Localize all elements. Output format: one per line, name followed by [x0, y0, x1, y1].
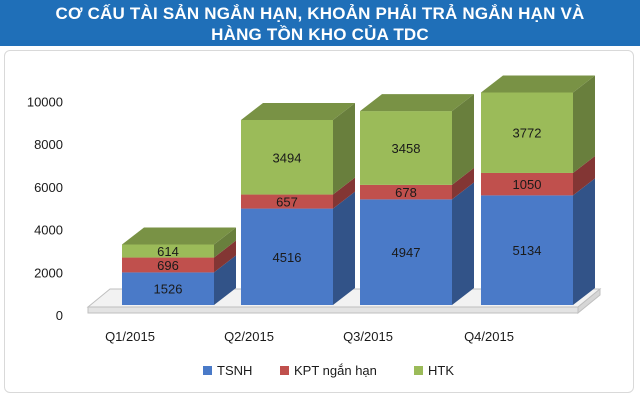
bar-front: [241, 194, 333, 209]
x-tick-label: Q4/2015: [464, 329, 514, 344]
floor-side-face: [577, 287, 601, 315]
y-axis: 0 2000 4000 6000 8000 10000: [27, 95, 63, 324]
bar-front: [122, 257, 214, 273]
bar-segment-tsnh-Q3-2015: 4947: [360, 182, 474, 305]
legend-label: HTK: [428, 363, 454, 378]
legend-swatch: [280, 366, 289, 375]
bar-side: [333, 191, 355, 305]
bar-top: [122, 227, 236, 245]
bar-segment-htk-Q4-2015: 3772: [481, 75, 595, 173]
chart-title-line-2: HÀNG TỒN KHO CỦA TDC: [211, 25, 429, 44]
data-label: 5134: [513, 243, 542, 258]
legend-label: KPT ngắn hạn: [294, 363, 377, 378]
data-label: 3458: [392, 141, 421, 156]
y-tick-label: 10000: [27, 95, 63, 110]
bar-segment-tsnh-Q1-2015: 1526: [122, 255, 236, 305]
bar-side: [573, 178, 595, 305]
bar-front: [481, 92, 573, 173]
data-label: 614: [157, 244, 179, 259]
data-label: 4947: [392, 245, 421, 260]
bar-side: [214, 255, 236, 305]
x-tick-label: Q2/2015: [224, 329, 274, 344]
bar-segment-htk-Q2-2015: 3494: [241, 102, 355, 195]
bar-side: [214, 227, 236, 258]
bar-side: [214, 240, 236, 273]
bar-side: [573, 75, 595, 173]
bar-side: [452, 94, 474, 185]
data-label: 678: [395, 185, 417, 200]
x-axis: Q1/2015 Q2/2015 Q3/2015 Q4/2015: [105, 329, 514, 344]
bar-side: [573, 155, 595, 196]
chart-title-line-1: CƠ CẤU TÀI SẢN NGẮN HẠN, KHOẢN PHẢI TRẢ …: [55, 4, 585, 23]
y-tick-label: 8000: [34, 137, 63, 152]
bar-top: [481, 75, 595, 93]
bar-segment-kpt-ngắn-hạn-Q1-2015: 696: [122, 240, 236, 273]
bar-top: [241, 102, 355, 120]
bar-front: [241, 208, 333, 305]
bar-segment-kpt-ngắn-hạn-Q3-2015: 678: [360, 167, 474, 200]
legend-item-1: KPT ngắn hạn: [280, 363, 377, 378]
bar-segment-htk-Q1-2015: 614: [122, 227, 236, 259]
data-label: 696: [157, 258, 179, 273]
legend-swatch: [203, 366, 212, 375]
floor-front-face: [87, 306, 579, 314]
bar-side: [333, 177, 355, 209]
bar-segment-kpt-ngắn-hạn-Q4-2015: 1050: [481, 155, 595, 196]
data-label: 1050: [513, 177, 542, 192]
bar-front: [360, 199, 452, 305]
legend: TSNH KPT ngắn hạn HTK: [203, 363, 454, 378]
y-tick-label: 6000: [34, 180, 63, 195]
legend-swatch: [414, 366, 423, 375]
bar-front: [122, 272, 214, 305]
bar-segment-htk-Q3-2015: 3458: [360, 94, 474, 185]
legend-item-0: TSNH: [203, 363, 252, 378]
bar-front: [241, 119, 333, 195]
data-label: 657: [276, 195, 298, 210]
bar-front: [481, 172, 573, 196]
y-tick-label: 4000: [34, 223, 63, 238]
data-label: 3772: [513, 126, 542, 141]
y-tick-label: 0: [56, 308, 63, 323]
data-label: 1526: [154, 282, 183, 297]
data-label: 3494: [273, 150, 302, 165]
y-tick-label: 2000: [34, 265, 63, 280]
bar-segment-tsnh-Q4-2015: 5134: [481, 178, 595, 305]
bar-side: [452, 167, 474, 200]
data-label: 4516: [273, 250, 302, 265]
chart-header: CƠ CẤU TÀI SẢN NGẮN HẠN, KHOẢN PHẢI TRẢ …: [0, 0, 640, 46]
x-tick-label: Q3/2015: [343, 329, 393, 344]
bar-front: [360, 184, 452, 200]
bar-side: [333, 102, 355, 195]
legend-item-2: HTK: [414, 363, 454, 378]
bar-front: [360, 111, 452, 185]
bar-front: [481, 195, 573, 305]
bar-segment-tsnh-Q2-2015: 4516: [241, 191, 355, 305]
bar-side: [452, 182, 474, 305]
bar-front: [122, 244, 214, 258]
bar-segment-kpt-ngắn-hạn-Q2-2015: 657: [241, 177, 355, 210]
legend-label: TSNH: [217, 363, 252, 378]
x-tick-label: Q1/2015: [105, 329, 155, 344]
bar-top: [360, 94, 474, 112]
